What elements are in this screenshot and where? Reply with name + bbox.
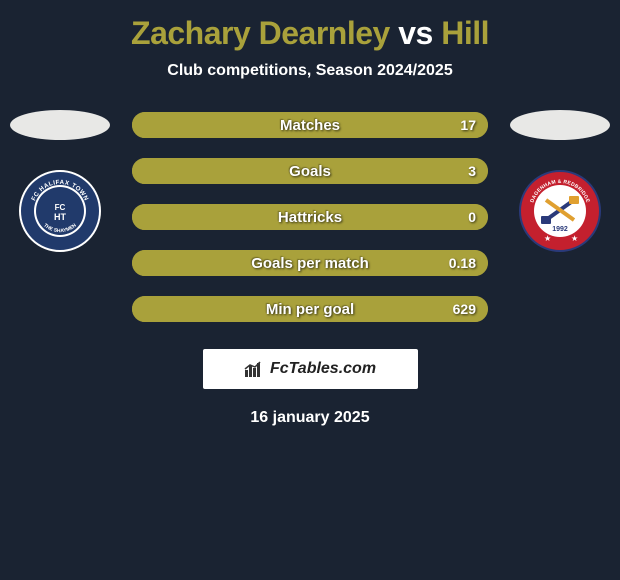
stat-label: Goals bbox=[289, 163, 331, 180]
crest-left: FC HALIFAX TOWN THE SHAYMEN FC HT bbox=[19, 170, 101, 252]
comparison-card: Zachary Dearnley vs Hill Club competitio… bbox=[0, 0, 620, 427]
right-column: DAGENHAM & REDBRIDGE 1992 ★ ★ bbox=[510, 110, 610, 252]
stat-label: Goals per match bbox=[251, 255, 369, 272]
stat-value-right: 17 bbox=[460, 117, 476, 133]
crest-right-year: 1992 bbox=[552, 226, 568, 233]
svg-text:FC: FC bbox=[55, 203, 66, 212]
stat-bar: Hattricks 0 bbox=[130, 202, 490, 232]
svg-text:★: ★ bbox=[571, 234, 578, 243]
player-right-oval bbox=[510, 110, 610, 140]
stats-column: Matches 17 Goals 3 Hattricks 0 Goals per match… bbox=[110, 110, 510, 324]
brand-text: FcTables.com bbox=[270, 360, 376, 378]
title-vs: vs bbox=[398, 15, 433, 51]
stat-bar: Min per goal 629 bbox=[130, 294, 490, 324]
page-title: Zachary Dearnley vs Hill bbox=[0, 15, 620, 52]
player-left-oval bbox=[10, 110, 110, 140]
title-left: Zachary Dearnley bbox=[131, 15, 398, 51]
subtitle: Club competitions, Season 2024/2025 bbox=[0, 62, 620, 80]
stat-label: Matches bbox=[280, 117, 340, 134]
crest-right-svg: DAGENHAM & REDBRIDGE 1992 ★ ★ bbox=[519, 170, 601, 252]
crest-right: DAGENHAM & REDBRIDGE 1992 ★ ★ bbox=[519, 170, 601, 252]
stat-bar: Goals 3 bbox=[130, 156, 490, 186]
date-text: 16 january 2025 bbox=[0, 409, 620, 427]
svg-text:HT: HT bbox=[54, 212, 66, 222]
stat-value-right: 3 bbox=[468, 163, 476, 179]
svg-text:★: ★ bbox=[544, 234, 551, 243]
stat-bar: Goals per match 0.18 bbox=[130, 248, 490, 278]
crest-left-svg: FC HALIFAX TOWN THE SHAYMEN FC HT bbox=[19, 170, 101, 252]
stat-value-right: 0.18 bbox=[449, 255, 476, 271]
stat-bar: Matches 17 bbox=[130, 110, 490, 140]
main-row: FC HALIFAX TOWN THE SHAYMEN FC HT Matche… bbox=[0, 110, 620, 324]
brand-box[interactable]: FcTables.com bbox=[203, 349, 418, 389]
stat-value-right: 0 bbox=[468, 209, 476, 225]
stat-label: Hattricks bbox=[278, 209, 342, 226]
stat-value-right: 629 bbox=[453, 301, 476, 317]
left-column: FC HALIFAX TOWN THE SHAYMEN FC HT bbox=[10, 110, 110, 252]
chart-icon bbox=[244, 360, 264, 378]
title-right: Hill bbox=[441, 15, 489, 51]
stat-label: Min per goal bbox=[266, 301, 354, 318]
